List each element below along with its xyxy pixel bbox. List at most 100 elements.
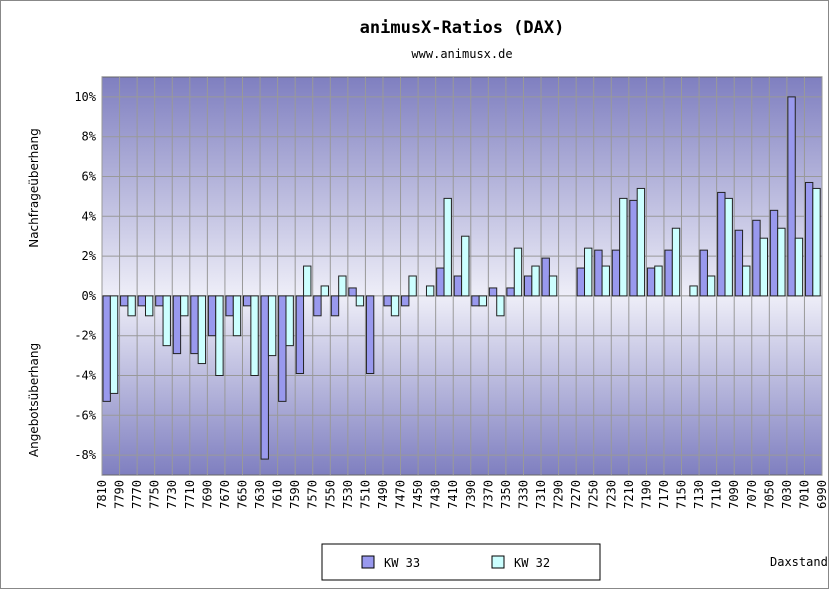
- y-label-bottom: Angebotsüberhang: [27, 343, 41, 457]
- y-label-top: Nachfrageüberhang: [27, 128, 41, 248]
- bar: [478, 295, 488, 307]
- legend-label: KW 32: [514, 556, 550, 570]
- bar: [794, 237, 804, 297]
- bar: [425, 285, 435, 297]
- bar: [759, 237, 769, 297]
- bar: [496, 295, 505, 317]
- bar: [506, 287, 515, 297]
- x-tick-label: 7110: [710, 480, 724, 509]
- y-tick-label: 10%: [74, 90, 96, 104]
- x-tick-label: 7570: [306, 480, 320, 509]
- bar: [584, 247, 593, 297]
- x-tick-label: 7750: [148, 480, 162, 509]
- x-tick-label: 6990: [815, 480, 829, 509]
- x-tick-label: 7550: [323, 480, 337, 509]
- bar: [717, 191, 726, 297]
- x-tick-label: 7270: [569, 480, 583, 509]
- bar: [401, 295, 410, 307]
- bar: [127, 295, 136, 317]
- legend-label: KW 33: [384, 556, 420, 570]
- x-tick-label: 7410: [446, 480, 460, 509]
- bar: [207, 295, 217, 337]
- x-tick-label: 7070: [745, 480, 759, 509]
- bar: [706, 275, 716, 297]
- bar: [436, 267, 445, 297]
- y-tick-label: 6%: [82, 170, 97, 184]
- x-tick-label: 7470: [394, 480, 408, 509]
- x-tick-label: 7190: [639, 480, 653, 509]
- bar: [636, 187, 646, 297]
- y-tick-label: 2%: [82, 249, 97, 263]
- bar: [541, 257, 550, 297]
- bar: [320, 285, 329, 297]
- bar: [155, 295, 164, 307]
- bar: [348, 287, 357, 297]
- x-tick-label: 7230: [604, 480, 618, 509]
- x-tick-label: 7450: [411, 480, 425, 509]
- bar: [408, 275, 417, 297]
- bar: [338, 275, 347, 297]
- x-tick-label: 7690: [200, 480, 214, 509]
- y-tick-label: -2%: [74, 329, 96, 343]
- y-tick-label: -8%: [74, 448, 96, 462]
- bar: [453, 275, 463, 297]
- bar: [313, 295, 322, 317]
- x-tick-label: 7490: [376, 480, 390, 509]
- bar: [355, 295, 365, 307]
- x-tick-label: 7130: [692, 480, 706, 509]
- bar: [699, 249, 708, 297]
- x-tick-label: 7010: [797, 480, 811, 509]
- bar: [513, 247, 523, 297]
- x-tick-label: 7610: [271, 480, 285, 509]
- bar: [548, 275, 558, 297]
- bar: [285, 295, 294, 347]
- bar: [303, 265, 312, 297]
- bar: [471, 295, 480, 307]
- chart-title: animusX-Ratios (DAX): [360, 18, 565, 38]
- bar: [232, 295, 242, 337]
- bar: [267, 295, 277, 357]
- x-tick-label: 7670: [218, 480, 232, 509]
- x-tick-label: 7030: [780, 480, 794, 509]
- chart-subtitle: www.animusx.de: [411, 47, 512, 61]
- x-tick-label: 7350: [499, 480, 513, 509]
- legend-swatch: [491, 555, 505, 569]
- y-tick-label: 4%: [82, 209, 97, 223]
- bar: [689, 285, 698, 297]
- x-tick-label: 7090: [727, 480, 741, 509]
- bar: [752, 219, 761, 297]
- bar: [215, 295, 224, 376]
- bar: [742, 265, 751, 297]
- x-tick-label: 7810: [95, 480, 109, 509]
- bar: [769, 209, 779, 297]
- bar: [523, 275, 533, 297]
- x-tick-label: 7430: [429, 480, 443, 509]
- bar: [144, 295, 154, 317]
- x-tick-label: 7510: [358, 480, 372, 509]
- bar: [260, 295, 269, 460]
- bar: [594, 249, 603, 297]
- x-label: Daxstand: [770, 555, 828, 569]
- y-tick-label: 0%: [82, 289, 97, 303]
- x-tick-label: 7770: [130, 480, 144, 509]
- bar: [383, 295, 392, 307]
- bar: [443, 197, 452, 297]
- bar: [197, 295, 207, 365]
- x-tick-label: 7790: [113, 480, 127, 509]
- bar: [601, 265, 610, 297]
- bar: [162, 295, 171, 347]
- x-tick-label: 7630: [253, 480, 267, 509]
- bar: [109, 295, 119, 394]
- bar: [278, 295, 287, 402]
- bar: [611, 249, 621, 297]
- bar: [629, 199, 638, 297]
- bar: [390, 295, 400, 317]
- y-tick-label: -4%: [74, 369, 96, 383]
- bar: [137, 295, 146, 307]
- x-tick-label: 7390: [464, 480, 478, 509]
- x-tick-label: 7050: [762, 480, 776, 509]
- bar: [295, 295, 305, 375]
- bar: [488, 287, 498, 297]
- bar: [461, 235, 470, 297]
